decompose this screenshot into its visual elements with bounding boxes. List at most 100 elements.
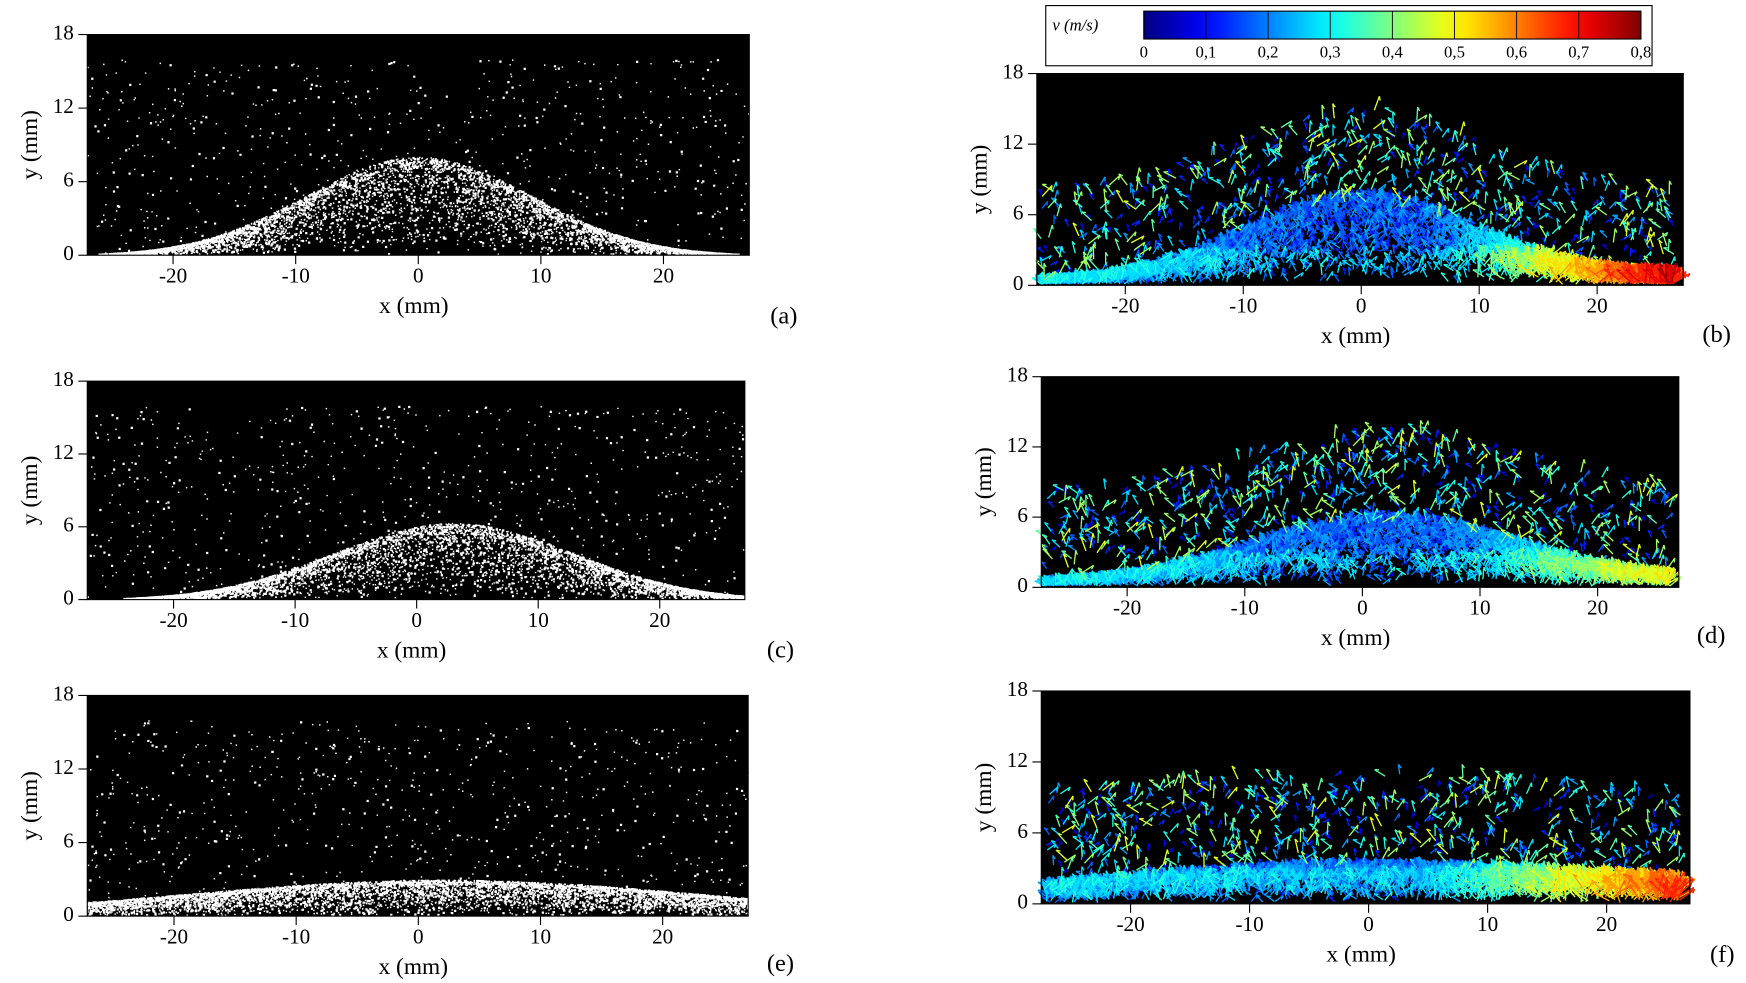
y-tick-label: 12 <box>53 755 74 779</box>
x-tick-label: 0 <box>413 924 424 948</box>
vectors <box>1061 429 1679 587</box>
plot-background <box>87 34 750 256</box>
x-tick-label: 20 <box>649 608 670 632</box>
panel: -20 -10 0 10 20 0 6 12 18 x (mm) y (mm) (c) <box>17 367 794 664</box>
x-tick-label: 0 <box>413 263 424 287</box>
plot-background <box>87 381 745 600</box>
panel-label: (a) <box>770 302 797 329</box>
x-tick-label: -20 <box>160 924 188 948</box>
y-tick-label: 12 <box>1002 130 1023 154</box>
x-tick-label: -10 <box>1235 912 1263 936</box>
colorbar-tick-label: 0 <box>1140 42 1148 61</box>
x-tick-label: 20 <box>652 924 673 948</box>
y-axis-label: y (mm) <box>971 763 997 833</box>
panel-label: (c) <box>767 637 794 664</box>
x-tick-label: -10 <box>1229 293 1257 317</box>
x-tick-label: 0 <box>1363 912 1374 936</box>
y-axis-label: y (mm) <box>966 145 992 215</box>
y-axis-label: y (mm) <box>17 456 43 526</box>
y-tick-label: 6 <box>1013 201 1024 225</box>
particles <box>87 720 751 917</box>
y-tick-label: 12 <box>1007 748 1028 772</box>
y-tick-label: 18 <box>53 20 74 44</box>
x-axis-label: x (mm) <box>377 637 447 663</box>
x-tick-label: -10 <box>281 608 309 632</box>
y-tick-label: 0 <box>1013 271 1024 295</box>
panel-label: (e) <box>767 950 794 977</box>
x-tick-label: 10 <box>1469 595 1490 619</box>
x-tick-label: -20 <box>159 263 187 287</box>
colorbar-tick-label: 0,3 <box>1320 42 1341 61</box>
panel: -20 -10 0 10 20 0 6 12 18 x (mm) y (mm) (f) <box>971 677 1735 968</box>
x-axis-label: x (mm) <box>1321 323 1391 349</box>
y-axis-label: y (mm) <box>17 110 43 180</box>
panel: -20 -10 0 10 20 0 6 12 18 x (mm) y (mm) (d) <box>971 363 1725 652</box>
y-axis-label: y (mm) <box>971 447 997 517</box>
y-tick-label: 0 <box>1017 573 1028 597</box>
x-axis-label: x (mm) <box>1321 625 1391 651</box>
plot-frame <box>1040 690 1691 905</box>
x-tick-label: 0 <box>1356 293 1367 317</box>
x-tick-label: -20 <box>159 608 187 632</box>
y-tick-label: 0 <box>1017 890 1028 914</box>
colorbar-tick-label: 0,2 <box>1258 42 1279 61</box>
y-tick-label: 18 <box>1002 59 1023 83</box>
panel-label: (b) <box>1702 321 1731 348</box>
x-tick-label: -20 <box>1111 293 1139 317</box>
vectors <box>1648 871 1696 903</box>
plot-frame <box>86 694 749 917</box>
x-tick-label: 20 <box>1596 912 1617 936</box>
x-tick-label: 10 <box>530 924 551 948</box>
y-tick-label: 18 <box>53 681 74 705</box>
y-tick-label: 6 <box>63 168 74 192</box>
x-tick-label: 20 <box>1587 595 1608 619</box>
x-axis-label: x (mm) <box>1326 942 1396 968</box>
y-tick-label: 0 <box>63 585 74 609</box>
colorbar-tick-label: 0,8 <box>1630 42 1651 61</box>
x-tick-label: 20 <box>1587 293 1608 317</box>
panel-label: (f) <box>1710 941 1734 968</box>
x-tick-label: 0 <box>411 608 422 632</box>
colorbar-title: v (m/s) <box>1052 16 1098 35</box>
y-axis-label: y (mm) <box>17 771 43 841</box>
y-tick-label: 12 <box>53 440 74 464</box>
x-tick-label: -20 <box>1113 595 1141 619</box>
x-tick-label: 0 <box>1357 595 1368 619</box>
x-tick-label: 10 <box>1477 912 1498 936</box>
x-tick-label: 10 <box>1469 293 1490 317</box>
x-tick-label: -20 <box>1116 912 1144 936</box>
colorbar-tick-label: 0,7 <box>1568 42 1589 61</box>
y-tick-label: 12 <box>1007 433 1028 457</box>
x-tick-label: 10 <box>530 263 551 287</box>
plot-frame <box>86 380 746 601</box>
x-tick-label: -10 <box>282 263 310 287</box>
panel: -20 -10 0 10 20 0 6 12 18 x (mm) y (mm) (b) <box>966 59 1730 349</box>
panel: -20 -10 0 10 20 0 6 12 18 x (mm) y (mm) (a) <box>17 20 798 329</box>
colorbar-tick-label: 0,5 <box>1444 42 1465 61</box>
y-tick-label: 0 <box>63 241 74 265</box>
x-tick-label: -10 <box>1231 595 1259 619</box>
y-tick-label: 18 <box>1007 363 1028 387</box>
x-axis-label: x (mm) <box>379 293 449 319</box>
vectors <box>1656 262 1678 285</box>
y-tick-label: 6 <box>1017 503 1028 527</box>
y-tick-label: 18 <box>53 367 74 391</box>
plot-frame <box>1040 376 1680 588</box>
x-tick-label: -10 <box>282 924 310 948</box>
y-tick-label: 6 <box>63 513 74 537</box>
colorbar-tick-label: 0,6 <box>1506 42 1527 61</box>
vectors <box>1622 564 1680 585</box>
y-tick-label: 12 <box>53 94 74 118</box>
particles <box>87 405 748 601</box>
y-tick-label: 18 <box>1007 677 1028 701</box>
colorbar-tick-label: 0,1 <box>1196 42 1217 61</box>
panel-label: (d) <box>1697 622 1726 649</box>
plot-frame <box>1036 73 1684 286</box>
x-axis-label: x (mm) <box>379 954 449 980</box>
y-tick-label: 0 <box>63 902 74 926</box>
colorbar-tick-label: 0,4 <box>1382 42 1404 61</box>
y-tick-label: 6 <box>1017 819 1028 843</box>
panel: -20 -10 0 10 20 0 6 12 18 x (mm) y (mm) (e) <box>17 681 794 980</box>
